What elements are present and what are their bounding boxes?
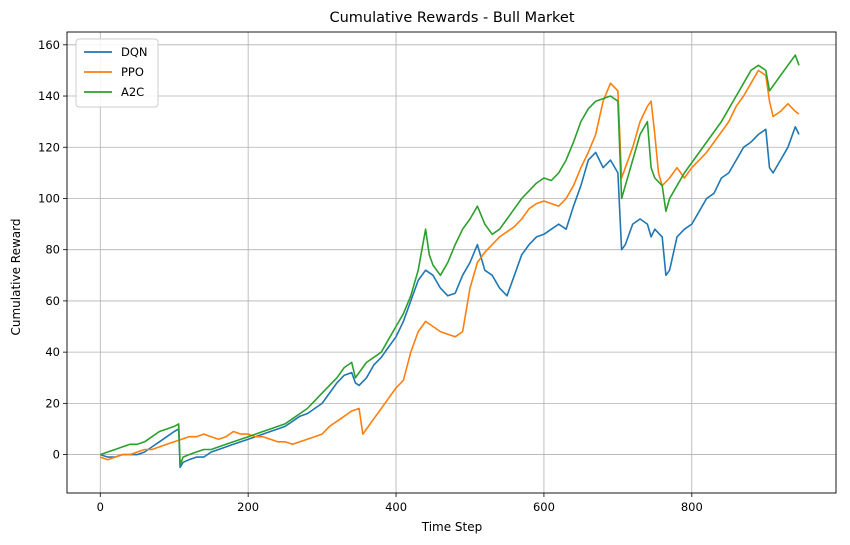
y-tick-label: 20	[45, 396, 60, 410]
y-tick-label: 60	[45, 294, 60, 308]
x-tick-label: 0	[97, 500, 104, 514]
axes-frame	[66, 31, 837, 494]
x-tick-label: 200	[237, 500, 259, 514]
x-tick-label: 400	[385, 500, 407, 514]
y-tick-label: 120	[38, 140, 60, 154]
y-tick-label: 160	[38, 38, 60, 52]
grid	[67, 32, 836, 493]
legend-box	[75, 38, 159, 108]
y-tick-label: 80	[45, 243, 60, 257]
series-line-ppo	[100, 69, 800, 461]
legend-label-ppo: PPO	[121, 65, 144, 79]
series-line-a2c	[100, 54, 800, 466]
legend-label-a2c: A2C	[121, 85, 144, 99]
x-tick-label: 800	[681, 500, 703, 514]
y-axis-label: Cumulative Reward	[9, 219, 23, 336]
x-tick-label: 600	[533, 500, 555, 514]
legend: DQN PPO A2C	[75, 38, 159, 108]
y-tick-label: 0	[53, 448, 60, 462]
legend-label-dqn: DQN	[121, 45, 148, 59]
ticks: 0 200 400 600 800 0 20 40 60 80 100 120 140 160	[38, 38, 703, 514]
chart-title: Cumulative Rewards - Bull Market	[329, 10, 574, 26]
series-layer	[100, 54, 800, 469]
y-tick-label: 100	[38, 191, 60, 205]
series-line-dqn	[100, 126, 800, 469]
x-axis-label: Time Step	[421, 520, 483, 534]
y-tick-label: 140	[38, 89, 60, 103]
y-tick-label: 40	[45, 345, 60, 359]
